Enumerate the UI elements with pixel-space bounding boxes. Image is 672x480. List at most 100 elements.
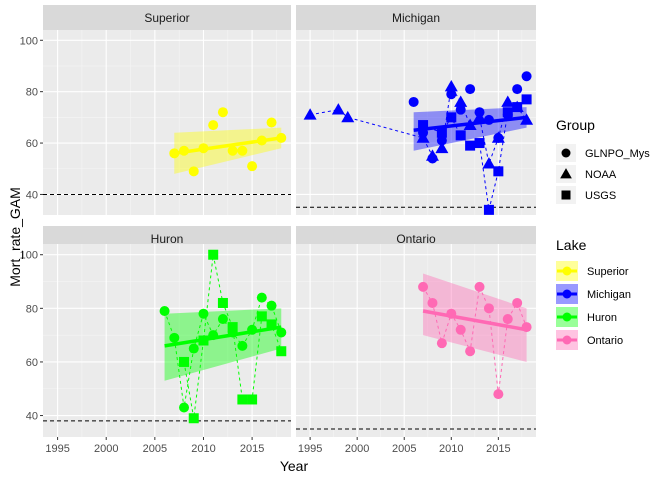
facet-strip <box>43 5 291 30</box>
data-point-glnpo_mys <box>276 327 287 338</box>
data-point-glnpo_mys <box>256 292 267 303</box>
data-point-usgs <box>179 356 190 367</box>
data-point-noaa <box>473 110 487 123</box>
data-point-glnpo_mys <box>512 297 523 308</box>
data-point-glnpo_mys <box>179 402 190 413</box>
data-point-usgs <box>474 138 485 149</box>
facet-strip-label: Michigan <box>392 11 440 25</box>
panel-ontario: Ontario <box>296 226 536 437</box>
legend-lake: Lake Superior Michigan Huron Ontario <box>556 237 631 350</box>
data-point-usgs <box>483 204 494 215</box>
data-point-usgs <box>256 311 267 322</box>
data-point-glnpo_mys <box>483 114 494 125</box>
facet-strip <box>296 226 536 244</box>
data-point-noaa <box>520 113 534 125</box>
facet-strip-label: Huron <box>151 232 184 246</box>
data-point-usgs <box>188 413 199 424</box>
y-tick-label: 40 <box>26 411 38 423</box>
data-point-noaa <box>444 80 458 92</box>
y-tick-label: 100 <box>20 250 38 262</box>
data-point-usgs <box>493 166 504 177</box>
y-axis-title: Mort_rate_GAM <box>7 187 23 287</box>
data-point-glnpo_mys <box>465 346 476 357</box>
x-tick-label: 2015 <box>486 443 510 455</box>
legend-point <box>562 335 572 345</box>
data-point-glnpo_mys <box>247 161 258 172</box>
panel-superior: Superior <box>43 5 291 215</box>
data-point-usgs <box>208 249 219 260</box>
x-tick-label: 2005 <box>392 443 416 455</box>
data-point-usgs <box>266 319 277 330</box>
legend-symbol-glnpo_mys <box>561 148 571 158</box>
trend-line <box>164 325 282 348</box>
legend-group-title: Group <box>556 117 595 133</box>
x-tick-label: 2005 <box>143 443 167 455</box>
legend-group-label: USGS <box>585 190 616 202</box>
data-point-glnpo_mys <box>247 324 258 335</box>
legend-group-label: GLNPO_Mys <box>585 148 650 160</box>
facet-strip <box>43 226 291 244</box>
data-point-noaa <box>435 141 449 154</box>
data-point-usgs <box>237 394 248 405</box>
legend-group: Group GLNPO_Mys NOAA USGS <box>556 117 650 204</box>
data-point-glnpo_mys <box>502 314 513 325</box>
data-point-usgs <box>446 112 457 123</box>
data-point-usgs <box>276 346 287 357</box>
data-point-glnpo_mys <box>474 281 485 292</box>
legend-point <box>562 266 572 276</box>
data-point-noaa <box>501 95 515 107</box>
data-point-noaa <box>331 103 345 115</box>
data-point-usgs <box>512 102 523 113</box>
data-point-noaa <box>341 110 355 123</box>
panel-background <box>43 30 291 215</box>
y-tick-label: 80 <box>26 87 38 99</box>
data-point-glnpo_mys <box>217 314 228 325</box>
data-point-noaa <box>454 95 468 107</box>
data-point-glnpo_mys <box>408 96 419 107</box>
panel-background <box>43 244 291 437</box>
legend-lake-label: Michigan <box>587 289 631 301</box>
x-axis-title: Year <box>280 458 309 474</box>
data-point-usgs <box>465 140 476 151</box>
legend-point <box>562 289 572 299</box>
facet-strip-label: Ontario <box>396 232 436 246</box>
y-tick-label: 80 <box>26 303 38 315</box>
data-point-glnpo_mys <box>169 148 180 159</box>
data-point-noaa <box>482 157 496 169</box>
y-tick-label: 100 <box>20 35 38 47</box>
data-point-glnpo_mys <box>455 324 466 335</box>
data-point-glnpo_mys <box>465 84 476 95</box>
panel-background <box>296 244 536 437</box>
data-point-glnpo_mys <box>276 132 287 143</box>
data-point-glnpo_mys <box>493 389 504 400</box>
data-point-glnpo_mys <box>237 340 248 351</box>
data-point-glnpo_mys <box>188 166 199 177</box>
data-point-glnpo_mys <box>418 281 429 292</box>
data-point-noaa <box>425 149 439 161</box>
data-point-usgs <box>502 107 513 118</box>
data-point-glnpo_mys <box>188 343 199 354</box>
data-point-glnpo_mys <box>446 308 457 319</box>
data-point-glnpo_mys <box>521 71 532 82</box>
y-tick-label: 40 <box>26 189 38 201</box>
x-tick-label: 1995 <box>45 443 69 455</box>
x-tick-label: 2000 <box>94 443 118 455</box>
data-point-glnpo_mys <box>227 145 238 156</box>
legend-symbol-noaa <box>560 168 572 179</box>
data-point-usgs <box>521 94 532 105</box>
data-point-glnpo_mys <box>159 306 170 317</box>
data-point-usgs <box>247 394 258 405</box>
data-point-glnpo_mys <box>208 330 219 341</box>
facet-strip-label: Superior <box>144 11 189 25</box>
trend-line <box>422 309 527 332</box>
data-point-glnpo_mys <box>217 107 228 118</box>
panel-michigan: Michigan <box>296 5 536 215</box>
facet-strip <box>296 5 536 30</box>
x-tick-label: 2000 <box>345 443 369 455</box>
data-point-glnpo_mys <box>266 300 277 311</box>
panel-huron: Huron <box>43 226 291 437</box>
data-point-glnpo_mys <box>427 297 438 308</box>
y-tick-label: 60 <box>26 357 38 369</box>
data-point-glnpo_mys <box>483 303 494 314</box>
